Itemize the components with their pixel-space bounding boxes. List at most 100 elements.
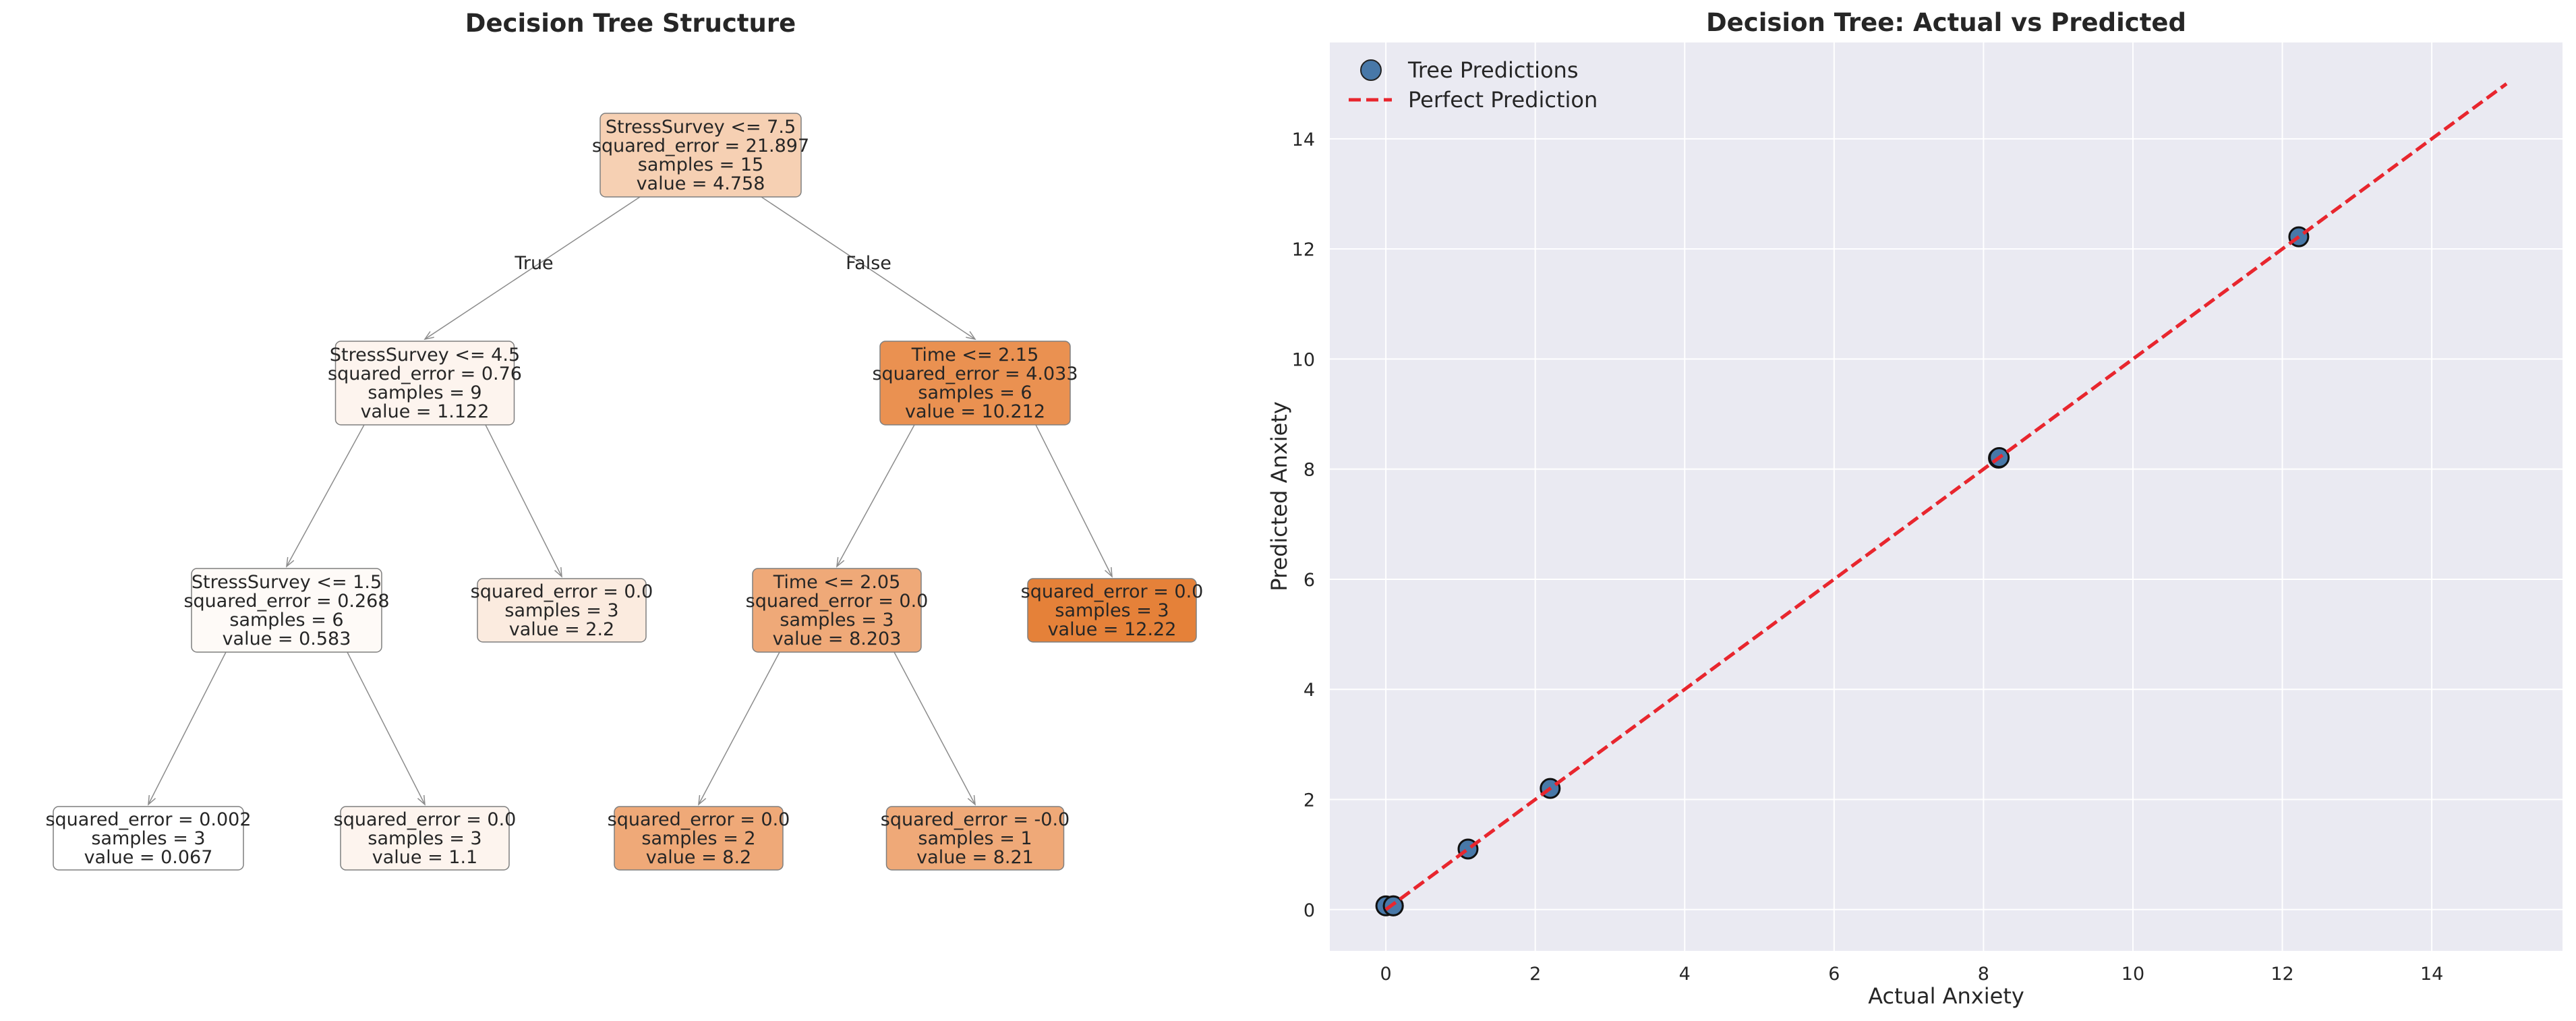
tree-node-text: squared_error = 0.76 xyxy=(328,363,522,384)
y-axis-ticks: 0 2 4 6 8 10 12 14 xyxy=(1292,129,1315,921)
tree-node-box xyxy=(477,578,647,643)
tree-edge-arrowhead xyxy=(554,566,562,578)
tree-node-box xyxy=(53,806,244,871)
tree-edge-arrowhead xyxy=(698,795,707,806)
x-tick-label: 10 xyxy=(2121,964,2144,985)
y-axis-label: Predicted Anxiety xyxy=(1266,401,1292,591)
tree-node-text: value = 0.583 xyxy=(223,629,351,649)
tree-node-text: value = 1.1 xyxy=(372,847,477,868)
tree-node-text: Time <= 2.05 xyxy=(773,572,901,593)
tree-node-text: StressSurvey <= 4.5 xyxy=(330,345,520,366)
tree-node-text: squared_error = 21.897 xyxy=(592,136,809,156)
y-tick-label: 2 xyxy=(1304,790,1315,811)
tree-node-text: samples = 9 xyxy=(368,382,481,403)
tree-edge xyxy=(836,424,915,567)
legend-label-tree-predictions: Tree Predictions xyxy=(1407,57,1578,83)
tree-edge-arrowhead xyxy=(836,557,845,568)
y-tick-label: 6 xyxy=(1304,570,1315,591)
tree-node-text: squared_error = 0.0 xyxy=(746,591,929,612)
tree-node-text: samples = 2 xyxy=(641,828,755,849)
tree-node-text: squared_error = 0.0 xyxy=(1021,581,1204,602)
tree-edge-arrowhead xyxy=(967,795,976,806)
y-tick-label: 12 xyxy=(1292,239,1315,260)
tree-edge xyxy=(1035,424,1113,577)
tree-node-text: squared_error = 0.0 xyxy=(608,809,790,830)
edge-label-true: True xyxy=(514,253,553,274)
grid-lines xyxy=(1330,42,2563,951)
tree-node-text: value = 12.22 xyxy=(1048,619,1177,640)
tree-edge-arrowhead xyxy=(1105,566,1113,578)
tree-edge-arrowhead xyxy=(148,794,156,806)
x-tick-label: 0 xyxy=(1380,964,1391,985)
tree-node-box xyxy=(752,568,922,653)
x-tick-label: 2 xyxy=(1529,964,1541,985)
decision-tree-panel: Decision Tree Structure True False Stres… xyxy=(45,9,1204,871)
edge-label-false: False xyxy=(846,253,891,274)
tree-edge xyxy=(485,424,562,577)
scatter-title: Decision Tree: Actual vs Predicted xyxy=(1706,8,2186,37)
tree-node-text: squared_error = 0.0 xyxy=(334,809,517,830)
x-tick-label: 8 xyxy=(1978,964,1989,985)
tree-node-text: value = 8.21 xyxy=(916,847,1034,868)
x-tick-label: 14 xyxy=(2420,964,2443,985)
tree-node-text: StressSurvey <= 7.5 xyxy=(606,117,796,138)
tree-node-text: samples = 1 xyxy=(918,828,1032,849)
tree-node-text: squared_error = 0.268 xyxy=(183,591,389,612)
tree-edge-arrowhead xyxy=(417,794,426,806)
tree-edge-arrowhead xyxy=(423,331,434,341)
tree-node-box xyxy=(885,806,1065,871)
tree-node-text: value = 8.203 xyxy=(773,629,902,649)
y-tick-label: 14 xyxy=(1292,129,1315,150)
tree-node-text: squared_error = 4.033 xyxy=(872,363,1078,384)
tree-node-box xyxy=(1027,578,1197,643)
tree-node-box xyxy=(614,806,784,871)
tree-node-text: squared_error = 0.002 xyxy=(45,809,251,830)
tree-node-text: samples = 6 xyxy=(918,382,1032,403)
x-axis-label: Actual Anxiety xyxy=(1868,983,2024,1009)
tree-node-text: samples = 3 xyxy=(504,600,618,621)
tree-node-text: value = 8.2 xyxy=(646,847,751,868)
y-tick-label: 4 xyxy=(1304,680,1315,701)
y-tick-label: 0 xyxy=(1304,900,1315,921)
tree-edge xyxy=(347,651,426,805)
tree-node-text: squared_error = 0.0 xyxy=(471,581,653,602)
tree-node-text: samples = 3 xyxy=(1055,600,1169,621)
tree-node-text: samples = 3 xyxy=(780,610,894,631)
perfect-prediction-line xyxy=(1384,82,2508,911)
tree-node-text: samples = 3 xyxy=(91,828,205,849)
tree-edge xyxy=(894,651,976,805)
legend-marker-tree-predictions xyxy=(1360,59,1382,81)
tree-node-box xyxy=(191,568,382,653)
tree-edge xyxy=(761,196,976,340)
tree-node-text: value = 0.067 xyxy=(84,847,213,868)
tree-edge xyxy=(698,651,780,805)
y-tick-label: 8 xyxy=(1304,460,1315,481)
tree-title: Decision Tree Structure xyxy=(465,9,796,38)
tree-edge-arrowhead xyxy=(966,331,976,341)
legend: Tree Predictions Perfect Prediction xyxy=(1349,57,1598,113)
tree-edges xyxy=(148,196,1113,806)
tree-node-box xyxy=(599,113,802,198)
x-tick-label: 4 xyxy=(1679,964,1691,985)
x-axis-ticks: 0 2 4 6 8 10 12 14 xyxy=(1380,964,2443,985)
tree-node-text: samples = 3 xyxy=(368,828,481,849)
tree-node-text: Time <= 2.15 xyxy=(911,345,1039,366)
tree-edge xyxy=(424,196,641,340)
tree-node-text: samples = 15 xyxy=(638,154,763,175)
legend-label-perfect-prediction: Perfect Prediction xyxy=(1408,87,1598,113)
tree-node-text: value = 4.758 xyxy=(637,173,765,194)
tree-node-text: StressSurvey <= 1.5 xyxy=(192,572,382,593)
tree-edge xyxy=(286,424,365,567)
scatter-panel: Decision Tree: Actual vs Predicted 0 2 4 6 8… xyxy=(1266,8,2563,1009)
tree-node-text: value = 10.212 xyxy=(905,401,1045,422)
tree-edge-arrowhead xyxy=(286,557,295,568)
tree-node-box xyxy=(340,806,510,871)
